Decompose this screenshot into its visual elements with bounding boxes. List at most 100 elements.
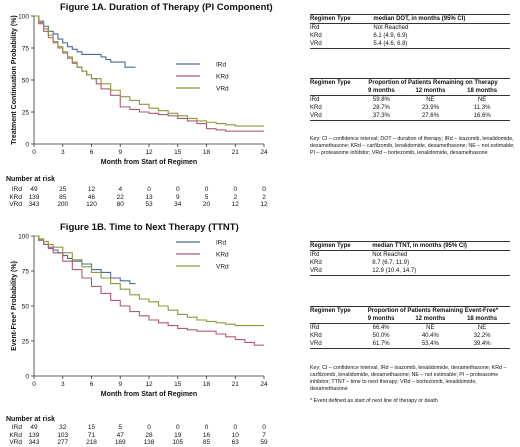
x-axis-label: Month from Start of Regimen — [101, 391, 197, 398]
y-axis-label: Treatment Continuation Probability (%) — [11, 15, 18, 145]
table-cell: 39.4% — [458, 340, 510, 349]
risk-cell: 59 — [260, 439, 268, 446]
risk-row-krd: KRd 139 85 46 22 13 9 5 2 2 — [0, 194, 270, 202]
table-header: Proportion of Patients Remaining on Ther… — [360, 78, 510, 87]
table-cell: VRd — [310, 40, 374, 49]
table-cell: 53.4% — [406, 340, 459, 349]
risk-cell: 25 — [59, 186, 67, 193]
median-table-1a: Regimen Type median DOT, in months (95% … — [310, 14, 510, 49]
table-cell: IRd — [310, 25, 320, 31]
table-cell: 8.7 (6.7, 11.9) — [372, 260, 410, 266]
table-cell: IRd — [310, 97, 320, 103]
risk-cell: 7 — [262, 431, 266, 439]
table-cell: 28.7% — [372, 105, 390, 111]
y-tick-label: 100 — [18, 13, 29, 20]
table-subheader: 18 months — [458, 87, 510, 96]
table-cell: NE — [426, 325, 435, 331]
risk-table-1a: IRd 49 25 12 4 0 0 0 0 0 KRd 139 85 46 22 13 9 5 2 2 VRd 343 2… — [0, 186, 270, 214]
table-cell: VRd — [310, 267, 373, 276]
risk-row-krd: KRd 139 103 71 47 28 19 16 10 7 — [0, 432, 270, 440]
risk-cell: 9 — [175, 193, 180, 201]
risk-cell: 13 — [145, 193, 153, 201]
series-line-krd — [34, 235, 264, 346]
risk-cell: 0 — [262, 186, 266, 193]
proportion-table-1a: Regimen Type Proportion of Patients Rema… — [310, 78, 510, 121]
footnote-1b: * Event defined as start of next line of… — [310, 398, 438, 404]
figure-1b-title: Figure 1B. Time to Next Therapy (TTNT) — [60, 222, 239, 233]
risk-cell: 46 — [87, 193, 96, 201]
series-line-krd — [34, 15, 264, 132]
risk-cell: 0 — [175, 186, 180, 193]
table-header: Proportion of Patients Remaining Event-F… — [359, 306, 510, 315]
table-subheader: 12 months — [406, 315, 459, 324]
risk-table-1b: IRd 49 32 15 5 0 0 0 0 0 KRd 139 103 71 47 28 19 16 10 7 VRd… — [0, 424, 270, 446]
risk-title-1a: Number at risk — [6, 176, 56, 183]
table-cell: 6.1 (4.9, 6.9) — [373, 33, 408, 39]
legend-label-ird: IRd — [216, 61, 227, 68]
y-axis-label: Event-Free* Probability (%) — [11, 261, 18, 351]
x-tick-label: 12 — [145, 149, 153, 156]
table-cell: KRd — [310, 333, 322, 339]
risk-row-label: VRd — [9, 439, 22, 446]
x-tick-label: 21 — [232, 381, 240, 388]
table-subheader: 18 months — [458, 315, 510, 324]
table-cell: 11.3% — [473, 105, 491, 111]
risk-cell: 22 — [116, 193, 124, 201]
table-cell: NE — [477, 97, 487, 103]
legend-label-ird: IRd — [216, 239, 227, 246]
risk-cell: 12 — [260, 201, 268, 208]
table-header: Regimen Type — [310, 241, 373, 251]
risk-cell: 138 — [143, 439, 155, 446]
table-cell: 23.9% — [421, 105, 439, 111]
risk-cell: 0 — [262, 424, 266, 431]
table-cell: NE — [477, 325, 487, 331]
x-tick-label: 3 — [61, 381, 65, 388]
legend-label-krd: KRd — [216, 73, 229, 80]
table-cell: 12.9 (10.4, 14.7) — [372, 267, 510, 276]
table-cell: VRd — [310, 340, 360, 349]
y-tick-label: 100 — [18, 233, 29, 240]
risk-cell: 103 — [57, 431, 69, 439]
table-cell: 59.8% — [372, 97, 390, 103]
risk-cell: 34 — [174, 201, 182, 208]
risk-cell: 200 — [57, 201, 69, 208]
risk-row-vrd: VRd 343 277 218 169 138 105 85 63 59 — [0, 439, 270, 447]
risk-row-ird: IRd 49 32 15 5 0 0 0 0 0 — [0, 424, 270, 432]
risk-cell: 85 — [202, 439, 211, 446]
risk-cell: 139 — [28, 431, 40, 439]
risk-cell: 0 — [204, 186, 209, 193]
x-tick-label: 18 — [203, 149, 211, 156]
x-axis-label: Month from Start of Regimen — [101, 159, 197, 166]
risk-row-label: KRd — [9, 193, 22, 201]
risk-cell: 343 — [28, 439, 40, 446]
risk-cell: 0 — [147, 424, 151, 431]
y-tick-label: 50 — [22, 303, 30, 310]
table-cell: Not Reached — [372, 252, 408, 258]
x-tick-label: 21 — [232, 149, 240, 156]
risk-cell: 277 — [57, 439, 69, 446]
risk-cell: 2 — [233, 193, 238, 201]
y-tick-label: 75 — [22, 45, 30, 52]
series-line-vrd — [34, 15, 264, 127]
y-tick-label: 0 — [25, 141, 29, 148]
x-tick-label: 9 — [118, 381, 122, 388]
table-subheader: 9 months — [360, 87, 407, 96]
table-cell: IRd — [310, 325, 320, 331]
x-tick-label: 18 — [203, 381, 211, 388]
x-tick-label: 0 — [32, 381, 36, 388]
table-cell: VRd — [310, 112, 361, 121]
table-header: median DOT, in months (95% CI) — [373, 14, 510, 24]
risk-cell: 4 — [118, 186, 123, 193]
table-header: Regimen Type — [310, 306, 360, 315]
table-cell: KRd — [310, 33, 322, 39]
y-tick-label: 50 — [22, 77, 30, 84]
risk-cell: 139 — [28, 193, 40, 201]
risk-cell: 169 — [114, 439, 126, 446]
risk-cell: 49 — [30, 186, 38, 193]
risk-cell: 2 — [262, 193, 266, 201]
risk-cell: 20 — [202, 201, 211, 208]
table-cell: KRd — [310, 260, 322, 266]
median-table-1b: Regimen Type median TTNT, in months (95%… — [310, 241, 510, 276]
x-tick-label: 24 — [260, 149, 268, 156]
y-tick-label: 25 — [22, 338, 30, 345]
